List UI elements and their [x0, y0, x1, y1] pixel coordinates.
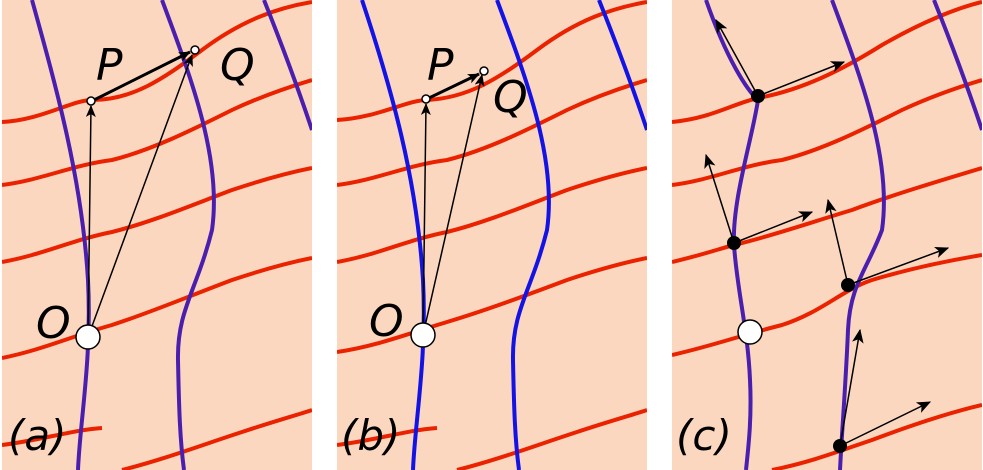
panel-c-diagram: (c) — [672, 0, 982, 470]
label-q: Q — [493, 72, 528, 123]
tangent-vector-red — [847, 246, 950, 286]
vector-oq — [87, 54, 193, 338]
vector-op — [85, 105, 96, 338]
vector-op — [420, 103, 431, 336]
tangent-vector-red — [839, 401, 932, 447]
panel-b-diagram: P Q O (b) — [337, 0, 647, 470]
tangent-vector-red — [757, 61, 846, 97]
label-o: O — [36, 298, 71, 349]
position-vectors — [420, 74, 485, 336]
vector-pq — [93, 50, 191, 102]
blue-coordinate-curves — [360, 0, 647, 470]
panel-c: (c) — [672, 0, 982, 470]
panel-label: (b) — [341, 411, 400, 460]
point-p — [86, 96, 96, 106]
blue-coordinate-curves — [30, 0, 312, 470]
tangent-vector-blue — [704, 153, 735, 244]
basis-point — [841, 278, 855, 292]
panel-label: (a) — [8, 411, 67, 460]
background — [2, 0, 312, 470]
vector-pq — [428, 72, 480, 100]
tangent-vector-blue — [839, 328, 864, 447]
background — [672, 0, 982, 470]
origin-point — [737, 319, 763, 345]
tangent-vector-red — [733, 211, 814, 244]
red-coordinate-curves — [2, 0, 312, 470]
red-coordinate-curves — [337, 0, 647, 470]
tangent-vector-blue — [715, 18, 759, 97]
position-vectors — [85, 54, 193, 338]
tangent-vectors — [704, 18, 950, 447]
label-p: P — [427, 40, 454, 91]
panel-a: P Q O (a) — [2, 0, 312, 470]
panel-b: P Q O (b) — [337, 0, 647, 470]
point-q — [190, 45, 200, 55]
origin-point — [410, 322, 436, 348]
panel-label: (c) — [676, 411, 732, 460]
label-o: O — [369, 296, 404, 347]
basis-point — [727, 236, 741, 250]
point-p — [421, 94, 431, 104]
tangent-vector-blue — [825, 198, 849, 286]
label-p: P — [96, 40, 123, 91]
origin-point — [75, 324, 101, 350]
red-coordinate-curves — [672, 0, 982, 470]
panel-a-diagram: P Q O (a) — [2, 0, 312, 470]
basis-point — [751, 89, 765, 103]
vector-oq — [422, 74, 485, 336]
point-q — [479, 66, 489, 76]
label-q: Q — [220, 40, 255, 91]
basis-point — [833, 439, 847, 453]
